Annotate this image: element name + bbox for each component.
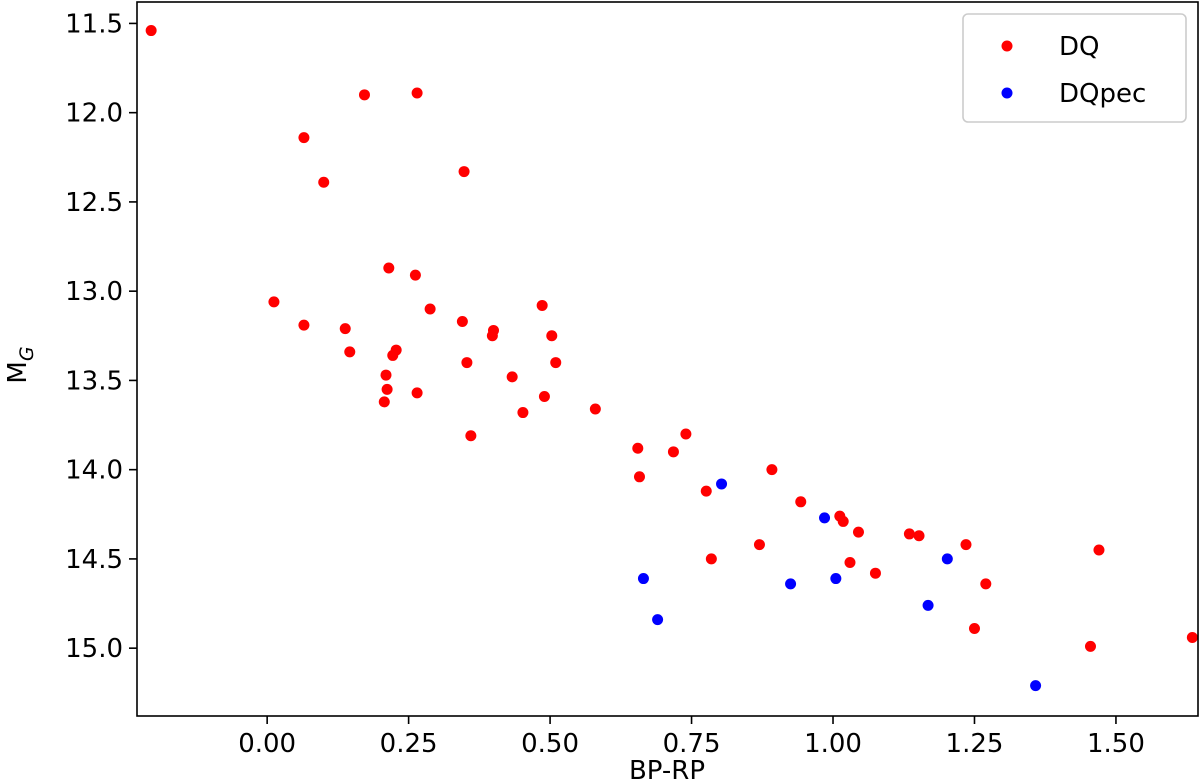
legend-label-dqpec: DQpec: [1059, 79, 1146, 109]
data-point-dq: [667, 446, 679, 458]
data-point-dq: [766, 464, 778, 476]
data-point-dq: [268, 296, 280, 308]
data-point-dq: [536, 299, 548, 311]
legend: DQ DQpec: [962, 13, 1187, 123]
data-point-dq: [980, 578, 992, 590]
data-point-dqpec: [637, 573, 649, 585]
data-point-dq: [869, 567, 881, 579]
legend-marker-dq: [1001, 40, 1013, 52]
data-point-dq: [298, 132, 310, 144]
data-point-dq: [458, 166, 470, 178]
data-point-dqpec: [716, 478, 728, 490]
y-axis: 11.5 12.0 12.5 13.0 13.5 14.0 14.5 15.0: [65, 9, 137, 664]
data-point-dq: [589, 403, 601, 415]
data-point-dqpec: [819, 512, 831, 524]
data-point-dq: [844, 556, 856, 568]
data-point-dq: [381, 383, 393, 395]
data-point-dqpec: [830, 573, 842, 585]
data-point-dqpec: [652, 614, 664, 626]
data-point-dq: [680, 428, 692, 440]
data-point-dq: [968, 623, 980, 635]
y-tick-label: 13.5: [65, 366, 123, 396]
data-point-dq: [632, 442, 644, 454]
data-point-dq: [517, 407, 529, 419]
data-point-dq: [383, 262, 395, 274]
legend-label-dq: DQ: [1059, 32, 1100, 62]
data-point-dq: [378, 396, 390, 408]
data-point-dq: [852, 526, 864, 538]
data-point-dq: [424, 303, 436, 315]
y-tick-label: 14.5: [65, 545, 123, 575]
x-tick-label: 1.00: [804, 729, 862, 759]
legend-box: [962, 13, 1187, 123]
data-point-dq: [546, 330, 558, 342]
data-point-dq: [318, 176, 330, 188]
y-tick-label: 14.0: [65, 456, 123, 486]
x-tick-label: 0.50: [521, 729, 579, 759]
data-point-dq: [411, 387, 423, 399]
x-tick-label: 0.75: [663, 729, 721, 759]
legend-marker-dqpec: [1001, 87, 1013, 99]
x-tick-label: 1.25: [946, 729, 1004, 759]
data-point-dq: [1093, 544, 1105, 556]
data-point-dq: [700, 485, 712, 497]
x-tick-label: 0.00: [238, 729, 296, 759]
x-axis: 0.00 0.25 0.50 0.75 1.00 1.25 1.50: [238, 716, 1145, 759]
data-point-dqpec: [922, 599, 934, 611]
data-point-dq: [358, 89, 370, 101]
data-point-dq: [380, 369, 392, 381]
data-point-dq: [145, 25, 157, 37]
x-tick-label: 0.25: [380, 729, 438, 759]
data-point-dq: [339, 323, 351, 335]
data-point-dq: [1084, 640, 1096, 652]
data-point-dq: [344, 346, 356, 358]
data-point-dq: [903, 528, 915, 540]
data-point-dq: [506, 371, 518, 383]
data-point-dq: [465, 430, 477, 442]
data-point-dqpec: [941, 553, 953, 565]
data-point-dq: [486, 330, 498, 342]
x-tick-label: 1.50: [1087, 729, 1145, 759]
data-point-dq: [633, 471, 645, 483]
data-point-dq: [753, 539, 765, 551]
data-point-dq: [913, 530, 925, 542]
y-tick-label: 15.0: [65, 634, 123, 664]
data-point-dq: [1186, 631, 1198, 643]
data-point-dq: [409, 269, 421, 281]
data-point-dq: [461, 357, 473, 369]
data-point-dq: [298, 319, 310, 331]
data-point-dq: [705, 553, 717, 565]
y-tick-label: 11.5: [65, 9, 123, 39]
data-point-dq: [456, 316, 468, 328]
data-point-dq: [387, 349, 399, 361]
y-tick-label: 13.0: [65, 277, 123, 307]
data-point-dq: [538, 390, 550, 402]
data-point-dqpec: [785, 578, 797, 590]
data-points: [145, 25, 1198, 692]
data-point-dq: [960, 539, 972, 551]
data-point-dq: [837, 515, 849, 527]
data-point-dq: [411, 87, 423, 99]
data-point-dqpec: [1030, 680, 1042, 692]
plot-frame: [136, 1, 1199, 717]
y-tick-label: 12.0: [65, 99, 123, 129]
data-point-dq: [550, 357, 562, 369]
y-tick-label: 12.5: [65, 188, 123, 218]
x-axis-label: BP-RP: [629, 756, 705, 784]
y-axis-label: MG: [3, 346, 38, 383]
data-point-dq: [795, 496, 807, 508]
